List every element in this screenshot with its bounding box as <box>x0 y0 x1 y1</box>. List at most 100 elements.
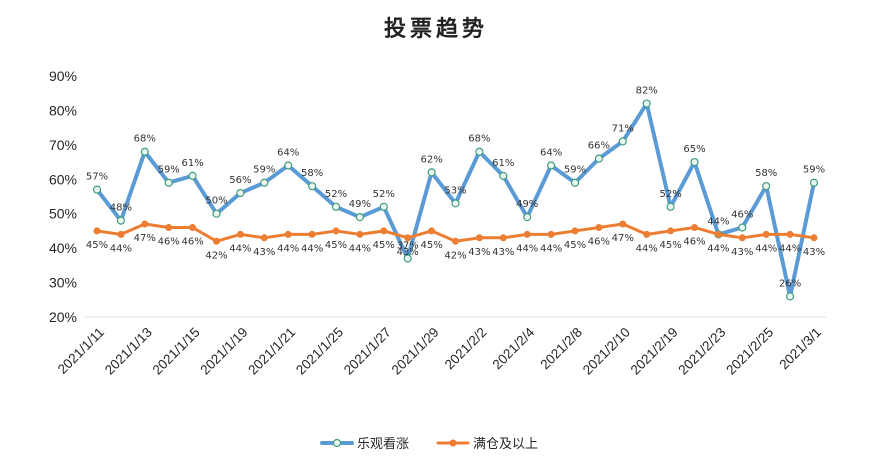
data-label-bullish-6: 50% <box>205 196 227 207</box>
x-tick-label-2021-1-19: 2021/1/19 <box>197 325 250 378</box>
data-point-full-position-20 <box>547 230 555 238</box>
data-label-full-position-8: 43% <box>253 247 275 258</box>
y-tick-label-20: 20% <box>49 309 77 325</box>
data-point-full-position-10 <box>308 230 316 238</box>
x-tick-label-2021-1-15: 2021/1/15 <box>150 325 203 378</box>
data-label-bullish-11: 52% <box>325 189 347 200</box>
y-tick-label-60: 60% <box>49 171 77 187</box>
data-label-full-position-18: 43% <box>492 247 514 258</box>
data-point-full-position-14 <box>404 234 412 242</box>
data-label-full-position-11: 45% <box>325 240 347 251</box>
data-label-bullish-22: 66% <box>588 141 610 152</box>
data-label-bullish-27: 44% <box>707 216 729 227</box>
data-label-bullish-14: 37% <box>397 240 419 251</box>
data-label-bullish-28: 46% <box>731 209 753 220</box>
data-point-full-position-4 <box>165 223 173 231</box>
x-tick-label-2021-2-4: 2021/2/4 <box>490 324 538 372</box>
data-point-bullish-28 <box>738 223 747 232</box>
x-tick-label-2021-1-21: 2021/1/21 <box>245 325 298 378</box>
x-tick-label-2021-2-10: 2021/2/10 <box>580 325 633 378</box>
data-point-bullish-21 <box>570 178 580 187</box>
data-label-full-position-16: 42% <box>444 250 466 261</box>
data-label-full-position-12: 44% <box>349 243 371 254</box>
data-point-full-position-28 <box>738 234 746 242</box>
data-label-bullish-2: 48% <box>110 203 132 214</box>
data-point-full-position-15 <box>428 227 436 235</box>
data-label-full-position-27: 44% <box>707 243 729 254</box>
data-label-full-position-7: 44% <box>229 243 251 254</box>
data-label-bullish-8: 59% <box>253 165 275 176</box>
data-point-bullish-16 <box>451 199 460 208</box>
data-point-full-position-13 <box>380 227 388 235</box>
data-point-bullish-5 <box>188 171 197 180</box>
data-point-full-position-22 <box>595 223 603 231</box>
data-label-full-position-22: 46% <box>588 236 610 247</box>
data-label-full-position-31: 43% <box>803 247 825 258</box>
data-label-full-position-14: 43% <box>397 247 419 258</box>
data-label-full-position-2: 44% <box>110 243 132 254</box>
data-label-full-position-10: 44% <box>301 243 323 254</box>
data-label-bullish-5: 61% <box>181 158 203 169</box>
data-point-bullish-23 <box>618 137 627 146</box>
data-label-bullish-9: 64% <box>277 148 299 159</box>
y-tick-label-30: 30% <box>49 275 77 291</box>
data-point-bullish-12 <box>355 213 364 222</box>
chart-title: 投票趋势 <box>384 16 488 42</box>
data-point-bullish-2 <box>116 216 126 225</box>
x-tick-label-2021-2-2: 2021/2/2 <box>442 325 490 373</box>
x-tick-label-2021-1-29: 2021/1/29 <box>389 325 442 378</box>
data-point-bullish-14 <box>403 254 412 263</box>
data-point-bullish-4 <box>164 178 173 187</box>
data-label-bullish-15: 62% <box>420 154 442 165</box>
data-label-bullish-26: 65% <box>683 144 705 155</box>
data-label-bullish-25: 52% <box>659 189 681 200</box>
data-point-bullish-19 <box>523 213 532 222</box>
data-point-full-position-30 <box>786 230 794 238</box>
data-point-full-position-12 <box>356 230 364 238</box>
data-point-full-position-31 <box>810 234 818 242</box>
data-label-bullish-17: 68% <box>468 134 490 145</box>
data-label-bullish-16: 53% <box>444 185 466 196</box>
x-tick-label-2021-2-8: 2021/2/8 <box>537 325 585 373</box>
data-label-bullish-20: 64% <box>540 148 562 159</box>
data-label-bullish-23: 71% <box>612 123 634 134</box>
data-point-full-position-1 <box>93 227 101 235</box>
data-point-full-position-19 <box>523 230 531 238</box>
data-point-full-position-21 <box>571 227 579 235</box>
data-label-bullish-19: 49% <box>516 199 538 210</box>
legend: 乐观看涨 满仓及以上 <box>320 436 538 452</box>
data-label-bullish-18: 61% <box>492 158 514 169</box>
data-point-full-position-25 <box>667 227 675 235</box>
data-label-full-position-20: 44% <box>540 243 562 254</box>
data-label-bullish-3: 68% <box>134 134 156 145</box>
data-point-full-position-17 <box>475 234 483 242</box>
data-label-layer: 57%48%68%59%61%50%56%59%64%58%52%49%52%3… <box>86 86 825 290</box>
data-point-bullish-30 <box>785 292 795 301</box>
data-point-full-position-18 <box>499 234 507 242</box>
data-point-bullish-13 <box>379 202 388 211</box>
data-point-full-position-23 <box>619 220 627 228</box>
data-point-bullish-7 <box>236 188 245 198</box>
data-point-full-position-11 <box>332 227 340 235</box>
data-label-bullish-31: 59% <box>803 165 825 176</box>
data-point-full-position-26 <box>691 223 698 231</box>
legend-label-full-position: 满仓及以上 <box>473 437 538 452</box>
data-label-bullish-21: 59% <box>564 165 586 176</box>
data-point-full-position-24 <box>643 230 651 238</box>
data-label-full-position-30: 44% <box>779 243 801 254</box>
data-label-bullish-10: 58% <box>301 168 323 179</box>
data-point-bullish-25 <box>666 202 675 211</box>
data-point-bullish-3 <box>140 147 149 156</box>
data-point-bullish-20 <box>546 161 556 170</box>
data-label-bullish-24: 82% <box>636 86 658 97</box>
data-label-full-position-13: 45% <box>373 240 395 251</box>
x-tick-label-2021-1-25: 2021/1/25 <box>293 325 346 378</box>
data-label-bullish-1: 57% <box>86 172 108 183</box>
series-layer <box>92 99 819 301</box>
data-label-full-position-9: 44% <box>277 243 299 254</box>
data-point-full-position-27 <box>714 230 722 238</box>
data-label-full-position-6: 42% <box>205 250 227 261</box>
data-point-full-position-2 <box>117 230 125 238</box>
data-label-bullish-30: 26% <box>779 278 801 289</box>
